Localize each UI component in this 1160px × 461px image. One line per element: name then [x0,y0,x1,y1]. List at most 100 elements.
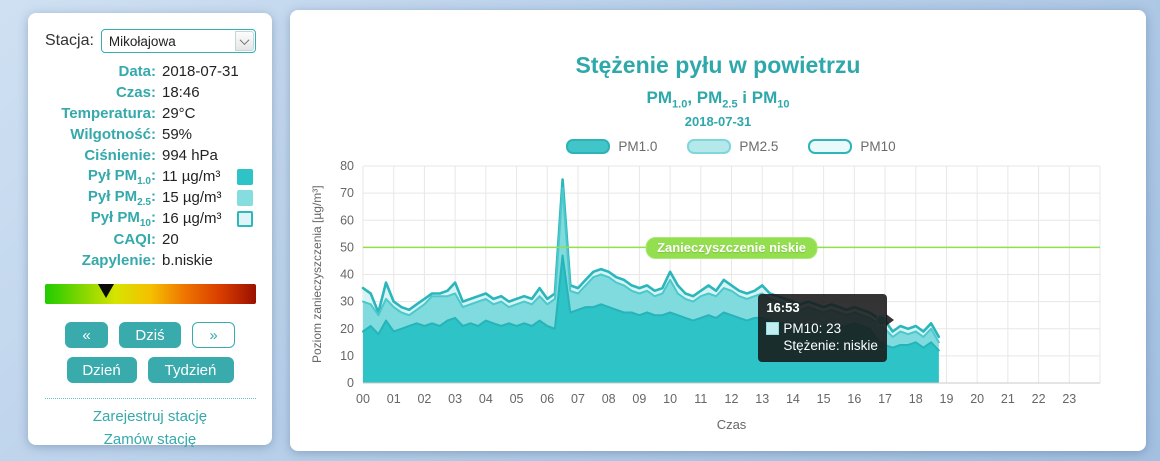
info-value: 29°C [162,105,196,122]
caqi-marker-icon [98,284,115,298]
pm10-swatch-icon [766,321,780,335]
x-tick-label: 18 [909,392,923,406]
y-tick-label: 20 [340,322,354,336]
x-tick-label: 11 [694,392,707,406]
info-label: Wilgotność: [70,126,156,143]
day-button[interactable]: Dzień [66,357,137,383]
info-row: Temperatura: 29°C [28,103,272,124]
info-value: b.niskie [162,252,213,269]
info-row: Ciśnienie: 994 hPa [28,145,272,166]
info-row: Pył PM1.0: 11 µg/m³ [28,166,272,187]
axis-tick-labels: 0 10 20 30 40 50 60 70 80 00 01 02 03 04 05 06 07 08 09 10 1… [340,159,1076,406]
info-row: Zapylenie: b.niskie [28,250,272,271]
chart-tooltip: 16:53 PM10: 23 Stężenie: niskie [758,293,894,362]
x-tick-label: 23 [1062,392,1076,406]
order-station-link[interactable]: Zamów stację [103,431,197,448]
next-button[interactable]: » [192,322,235,348]
x-tick-label: 10 [663,392,677,406]
info-value: 994 hPa [162,147,218,164]
info-label: Temperatura: [61,105,156,122]
nav-buttons-row: « Dziś » [28,322,272,348]
chevron-down-icon[interactable] [235,31,254,51]
x-tick-label: 12 [725,392,739,406]
x-tick-label: 01 [387,392,401,406]
station-select[interactable]: Mikołajowa [100,29,256,53]
legend-swatch-icon [566,139,611,154]
prev-button[interactable]: « [65,322,108,348]
legend-swatch-icon [808,139,853,154]
pm-swatch [237,210,253,227]
register-station-link[interactable]: Zarejestruj stację [92,408,208,425]
x-tick-label: 21 [1001,392,1015,406]
station-selector-row: Stacja: Mikołajowa [45,29,256,53]
x-tick-label: 00 [356,392,370,406]
info-label: Czas: [115,84,156,101]
x-tick-label: 07 [571,392,585,406]
chart-subtitle: PM1.0, PM2.5 i PM10 [646,88,790,111]
tooltip-arrow-icon [885,313,894,326]
legend-item-pm25[interactable]: PM2.5 [687,139,778,154]
legend-label: PM2.5 [739,139,779,154]
caqi-gradient-bar [45,284,256,304]
chart-date: 2018-07-31 [684,114,752,129]
tooltip-series-row: PM10: 23 [766,320,878,338]
y-tick-label: 60 [340,213,354,227]
station-select-value: Mikołajowa [108,33,176,49]
threshold-label: Zanieczyszczenie niskie [645,237,818,260]
station-label: Stacja: [45,32,94,49]
x-tick-label: 02 [417,392,431,406]
x-tick-label: 16 [847,392,861,406]
y-tick-label: 10 [340,349,354,363]
sidebar-links: Zarejestruj stację Zamów stację [28,408,272,448]
pm-swatch [237,189,253,206]
y-tick-label: 80 [340,159,354,173]
x-axis-title: Czas [716,417,747,432]
info-value: 18:46 [162,84,200,101]
legend-item-pm10[interactable]: PM1.0 [566,139,657,154]
info-label: Pył PM10: [90,208,156,229]
tooltip-time: 16:53 [766,299,800,315]
legend-label: PM10 [860,139,896,154]
info-value: 15 µg/m³ [162,189,222,206]
info-value: 11 µg/m³ [162,168,221,185]
x-tick-label: 03 [448,392,462,406]
info-value: 59% [162,126,193,143]
y-tick-label: 30 [340,295,354,309]
x-tick-label: 04 [479,392,493,406]
x-tick-label: 20 [970,392,984,406]
y-tick-label: 0 [347,376,354,390]
x-tick-label: 17 [878,392,892,406]
info-row: Pył PM2.5: 15 µg/m³ [28,187,272,208]
info-row: Czas: 18:46 [28,82,272,103]
pm-swatch [237,168,253,185]
x-tick-label: 08 [602,392,616,406]
info-row: CAQI: 20 [28,229,272,250]
info-value: 16 µg/m³ [162,210,222,227]
y-tick-label: 40 [340,268,354,282]
info-value: 2018-07-31 [162,63,239,80]
x-tick-label: 22 [1032,392,1046,406]
x-tick-label: 14 [786,392,800,406]
chart-title: Stężenie pyłu w powietrzu [575,52,861,78]
x-tick-label: 09 [632,392,646,406]
range-buttons-row: Dzień Tydzień [28,357,272,383]
chart-panel: Stężenie pyłu w powietrzu PM1.0, PM2.5 i… [290,10,1146,451]
tooltip-status: Stężenie: niskie [783,338,878,354]
x-tick-label: 13 [755,392,769,406]
info-label: Pył PM2.5: [87,187,156,208]
tooltip-series-value: PM10: 23 [783,320,842,336]
x-tick-label: 05 [510,392,524,406]
week-button[interactable]: Tydzień [147,357,234,383]
info-label: Zapylenie: [81,252,156,269]
chart-plot[interactable]: 0 10 20 30 40 50 60 70 80 00 01 02 03 04 05 06 07 08 09 10 1… [290,10,1146,451]
x-tick-label: 15 [817,392,831,406]
info-label: CAQI: [113,231,157,248]
legend-item-pm10[interactable]: PM10 [808,139,896,154]
divider [45,398,256,399]
info-value: 20 [162,231,179,248]
station-info-list: Data: 2018-07-31 Czas: 18:46 Temperatura: 29°… [28,61,272,271]
info-label: Data: [118,63,156,80]
today-button[interactable]: Dziś [119,322,181,348]
station-sidebar-panel: Stacja: Mikołajowa Data: 2018-07-31 Czas: 1… [28,13,272,448]
caqi-scale [45,284,256,304]
